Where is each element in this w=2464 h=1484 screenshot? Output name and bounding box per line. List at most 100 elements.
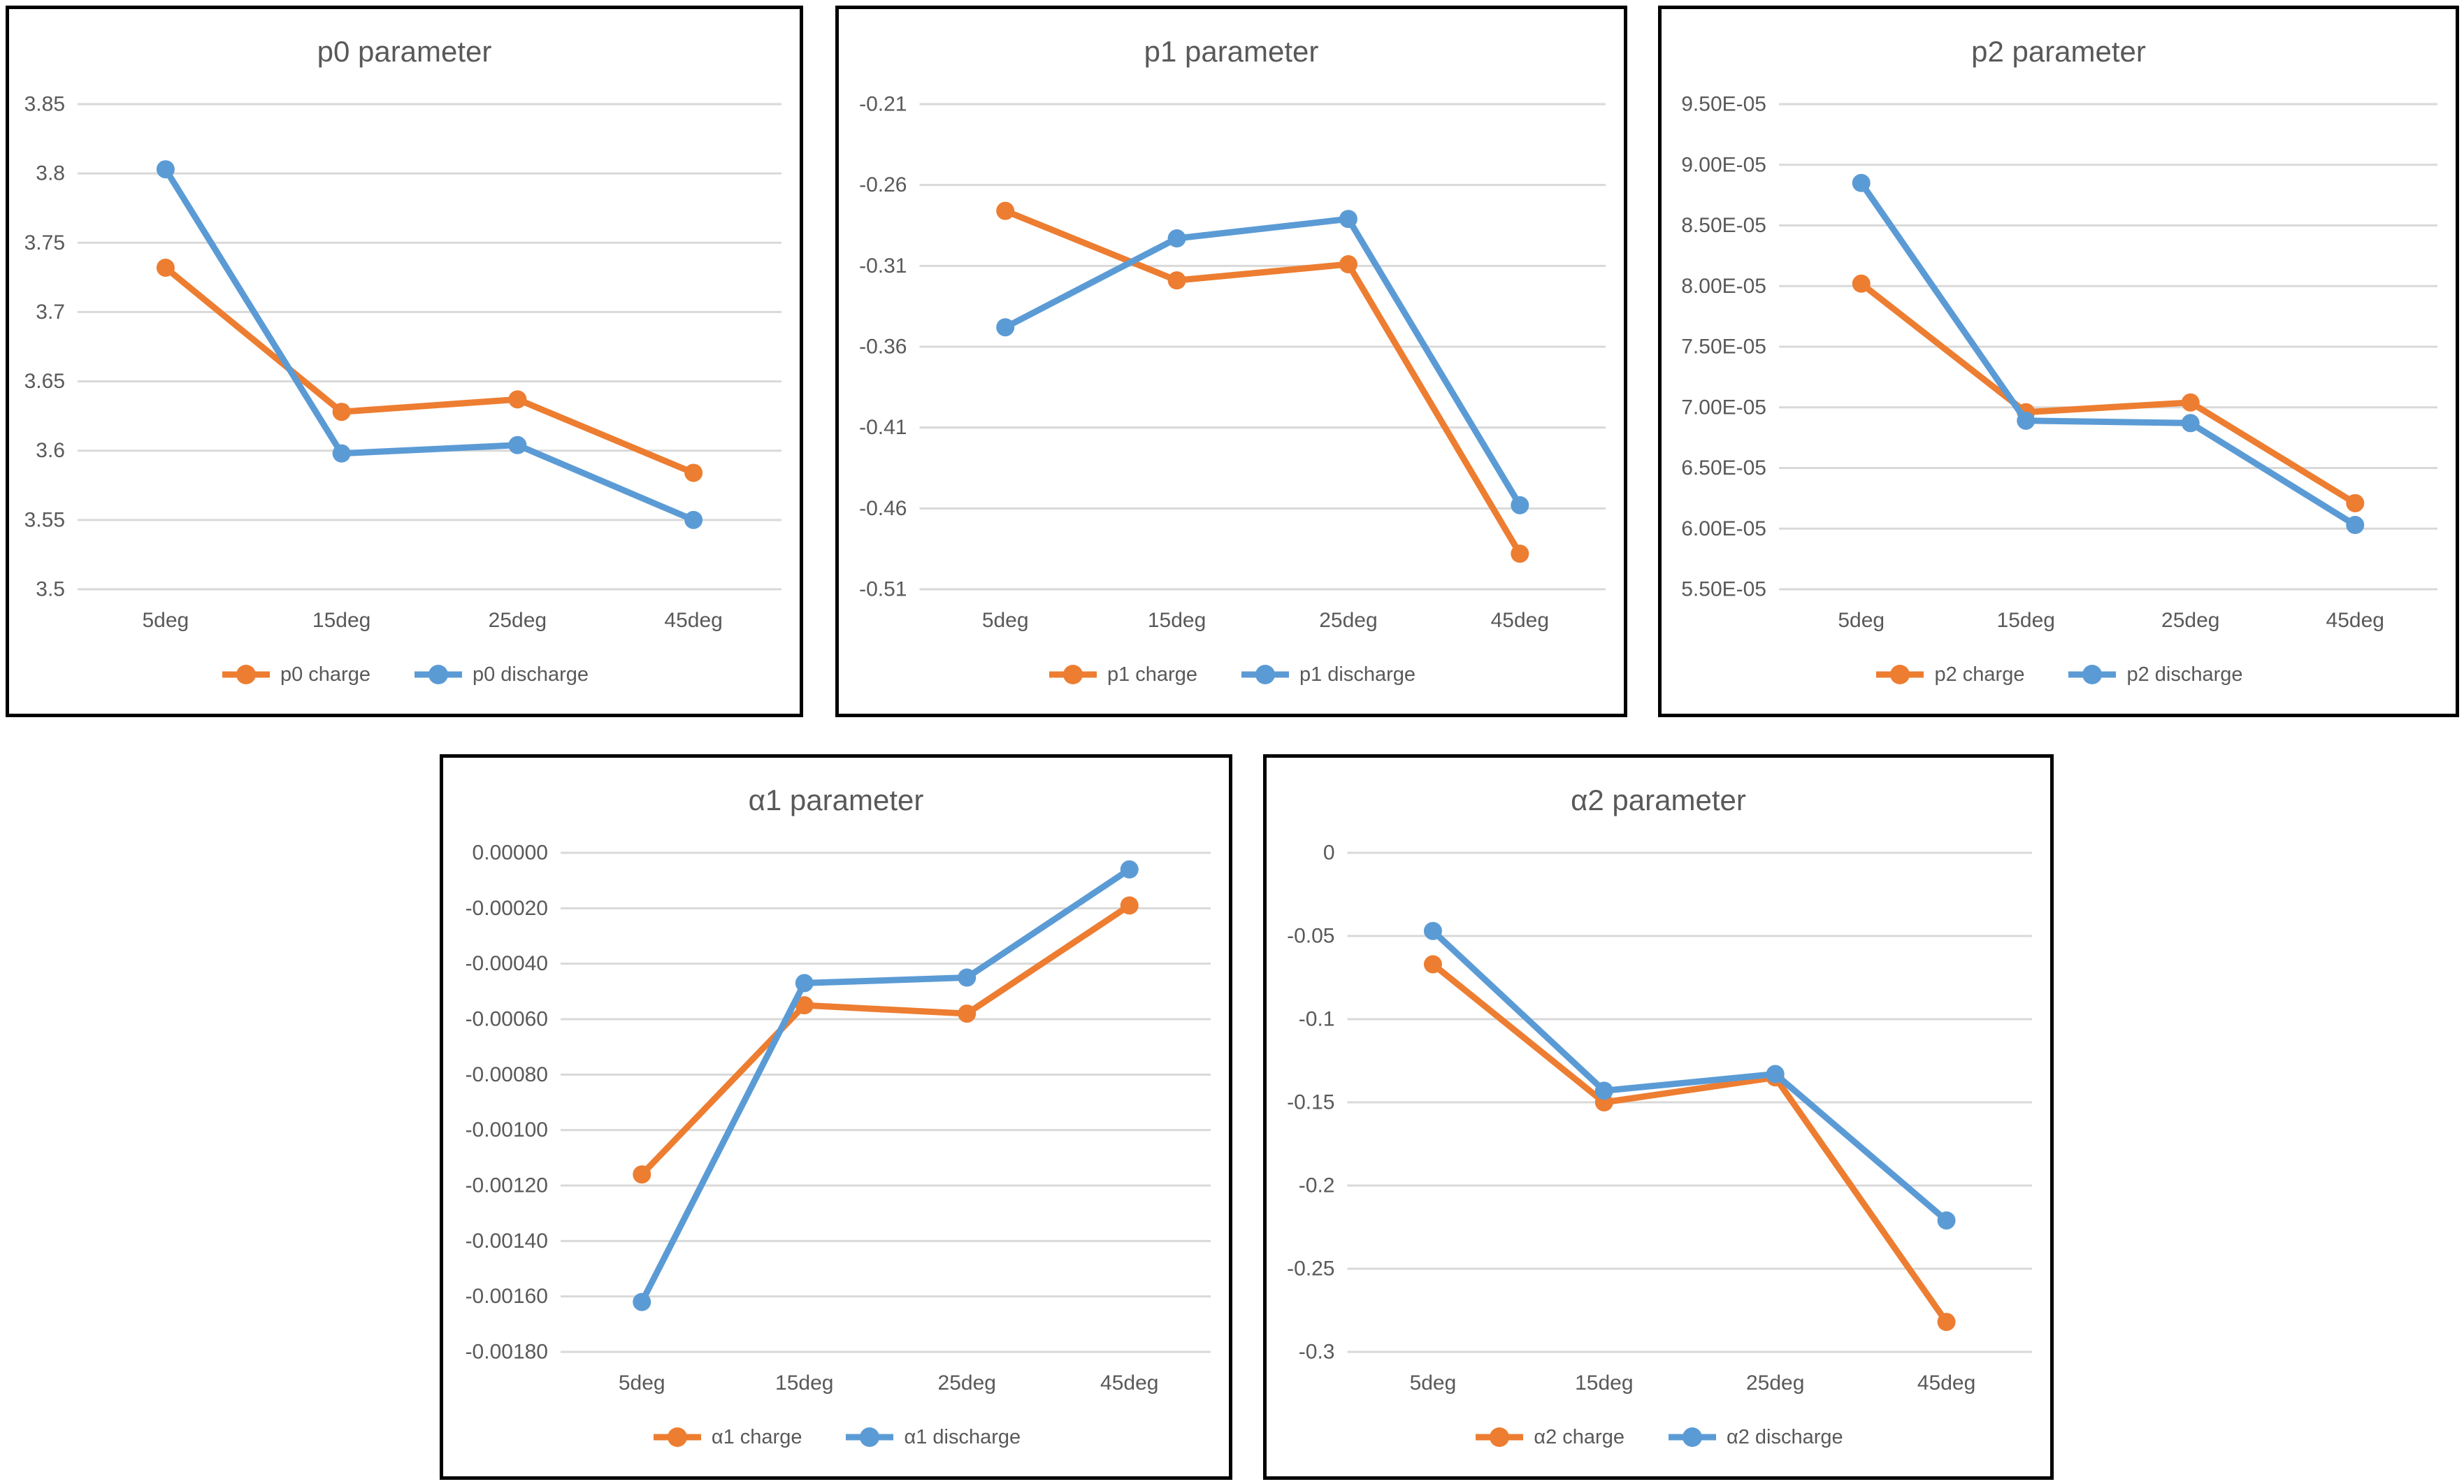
y-tick-label: 3.55	[24, 508, 65, 531]
alpha2-chart-panel: α2 parameter -0.3 -0.25 -0.2 -0.15 -0.1 -0.05…	[1263, 754, 2054, 1480]
series-α1-discharge	[633, 860, 1139, 1311]
x-category-label: 15deg	[775, 1371, 833, 1395]
y-tick-label: 9.00E-05	[1681, 153, 1766, 176]
x-axis-category-labels: 5deg 15deg 25deg 45deg	[619, 1371, 1159, 1395]
y-tick-label: 3.75	[24, 231, 65, 254]
data-point-marker	[1594, 1081, 1613, 1100]
data-point-marker	[795, 996, 814, 1015]
y-tick-label: 3.85	[24, 93, 65, 116]
data-point-marker	[684, 463, 703, 482]
p0-chart-title: p0 parameter	[317, 35, 492, 68]
legend-item: p0 discharge	[412, 663, 589, 686]
series-p1-charge	[996, 201, 1529, 563]
y-tick-label: -0.00180	[466, 1341, 548, 1364]
x-category-label: 15deg	[1997, 609, 2055, 632]
y-tick-label: 3.7	[36, 301, 65, 324]
y-tick-label: 5.50E-05	[1681, 578, 1766, 601]
data-point-marker	[508, 435, 527, 454]
series-p2-charge	[1852, 274, 2365, 512]
p2-chart-panel: p2 parameter 5.50E-05 6.00E-05 6.50E-05 7.0…	[1658, 6, 2459, 717]
legend-item: p0 charge	[220, 663, 370, 686]
x-category-label: 5deg	[1410, 1371, 1457, 1395]
gridlines	[561, 851, 1211, 1353]
legend-item: p2 discharge	[2066, 663, 2243, 686]
legend-label: α2 charge	[1534, 1425, 1624, 1448]
y-tick-label: 9.50E-05	[1681, 93, 1766, 116]
y-tick-label: -0.15	[1287, 1091, 1334, 1114]
x-category-label: 25deg	[1746, 1371, 1804, 1395]
x-category-label: 25deg	[1319, 609, 1377, 632]
x-category-label: 5deg	[982, 609, 1029, 632]
data-point-marker	[996, 201, 1015, 220]
p2-chart-title: p2 parameter	[1971, 35, 2146, 68]
x-category-label: 45deg	[1491, 609, 1549, 632]
data-point-marker	[633, 1292, 651, 1311]
data-point-marker	[996, 318, 1015, 337]
x-axis-category-labels: 5deg 15deg 25deg 45deg	[1410, 1371, 1976, 1395]
data-point-marker	[633, 1165, 651, 1184]
legend-label: α1 charge	[711, 1425, 802, 1448]
series-α2-discharge	[1423, 921, 1956, 1230]
y-axis-tick-labels: -0.3 -0.25 -0.2 -0.15 -0.1 -0.05 0	[1287, 842, 1334, 1364]
y-tick-label: 7.50E-05	[1681, 336, 1766, 359]
x-axis-category-labels: 5deg 15deg 25deg 45deg	[1838, 609, 2384, 632]
legend-label: p2 charge	[1934, 663, 2025, 686]
data-point-marker	[1167, 271, 1186, 290]
gridlines	[919, 103, 1606, 591]
data-point-marker	[795, 974, 814, 993]
series-α1-charge	[633, 896, 1139, 1184]
x-axis-category-labels: 5deg 15deg 25deg 45deg	[982, 609, 1549, 632]
data-point-marker	[2181, 414, 2200, 433]
y-tick-label: 3.65	[24, 370, 65, 393]
legend-item: p1 discharge	[1239, 663, 1415, 686]
x-category-label: 15deg	[1575, 1371, 1633, 1395]
data-point-marker	[1852, 274, 1871, 293]
y-tick-label: -0.26	[859, 173, 907, 196]
data-point-marker	[1937, 1313, 1956, 1332]
legend-item: p2 charge	[1874, 663, 2024, 686]
legend-marker-icon	[1241, 665, 1289, 684]
y-tick-label: -0.05	[1287, 925, 1334, 948]
x-category-label: 5deg	[143, 609, 189, 632]
x-category-label: 45deg	[1100, 1371, 1158, 1395]
alpha2-legend: α2 charge α2 discharge	[1267, 1409, 2050, 1476]
series-α2-charge	[1423, 955, 1956, 1332]
y-axis-tick-labels: 3.5 3.55 3.6 3.65 3.7 3.75 3.8 3.85	[24, 93, 65, 601]
y-tick-label: -0.00060	[466, 1008, 548, 1031]
alpha2-plot-area: -0.3 -0.25 -0.2 -0.15 -0.1 -0.05 0 5deg 15deg 25d…	[1287, 842, 2032, 1395]
data-point-marker	[958, 1004, 977, 1023]
data-point-marker	[1339, 210, 1357, 229]
y-tick-label: 8.50E-05	[1681, 214, 1766, 237]
p0-legend: p0 charge p0 discharge	[9, 647, 800, 714]
data-point-marker	[332, 403, 351, 422]
p1-chart-panel: p1 parameter -0.51 -0.46 -0.41 -0.36 -0.31 -0…	[835, 6, 1627, 717]
p1-legend: p1 charge p1 discharge	[839, 647, 1624, 714]
data-point-marker	[156, 258, 175, 277]
p1-chart-title: p1 parameter	[1144, 35, 1319, 68]
legend-marker-icon	[414, 665, 462, 684]
legend-marker-icon	[1668, 1427, 1716, 1447]
data-point-marker	[156, 160, 175, 179]
legend-item: α2 charge	[1474, 1426, 1624, 1449]
alpha1-chart-title: α1 parameter	[748, 784, 924, 816]
alpha1-legend: α1 charge α1 discharge	[443, 1409, 1229, 1476]
y-tick-label: -0.31	[859, 254, 907, 278]
legend-marker-icon	[2068, 665, 2117, 684]
y-tick-label: -0.00040	[466, 952, 548, 975]
y-tick-label: -0.00080	[466, 1063, 548, 1086]
y-tick-label: -0.00160	[466, 1285, 548, 1308]
gridlines	[1347, 851, 2032, 1353]
y-tick-label: 3.6	[36, 439, 65, 462]
data-point-marker	[1339, 255, 1357, 274]
data-point-marker	[1120, 896, 1139, 915]
x-category-label: 25deg	[2161, 609, 2219, 632]
p1-plot-area: -0.51 -0.46 -0.41 -0.36 -0.31 -0.26 -0.21 5deg 1…	[859, 93, 1606, 632]
y-axis-tick-labels: -0.51 -0.46 -0.41 -0.36 -0.31 -0.26 -0.21	[859, 93, 907, 601]
x-category-label: 45deg	[1917, 1371, 1975, 1395]
p2-plot-area: 5.50E-05 6.00E-05 6.50E-05 7.00E-05 7.50E-05…	[1681, 93, 2437, 632]
y-tick-label: -0.2	[1299, 1174, 1335, 1197]
data-point-marker	[684, 510, 703, 529]
data-point-marker	[2346, 494, 2365, 512]
y-tick-label: -0.00020	[466, 897, 548, 920]
